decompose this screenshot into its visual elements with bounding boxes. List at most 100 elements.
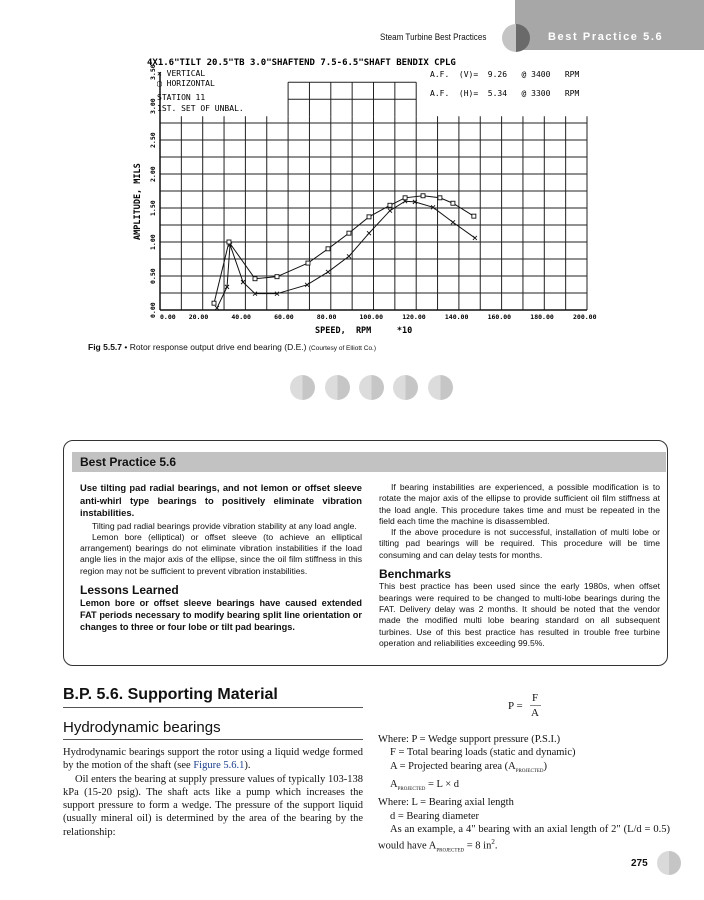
x-axis-label: SPEED, RPM *10 (315, 326, 412, 336)
data-point-horizontal (274, 274, 280, 280)
section-tab-bar (515, 0, 704, 50)
data-point-horizontal (366, 214, 372, 220)
definition-line: Where: L = Bearing axial length (378, 797, 514, 809)
x-tick-label: 160.00 (488, 313, 512, 321)
body-left: Hydrodynamic bearings support the rotor … (63, 746, 363, 839)
x-tick-label: 180.00 (530, 313, 554, 321)
y-axis-label: AMPLITUDE, MILS (133, 163, 143, 240)
x-tick-label: 0.00 (160, 313, 176, 321)
benchmarks-heading: Benchmarks (379, 567, 452, 582)
x-tick-label: 60.00 (274, 313, 294, 321)
section-tab-title: Best Practice 5.6 (548, 31, 664, 43)
best-practice-title: Best Practice 5.6 (80, 455, 177, 469)
benchmarks-text: This best practice has been used since t… (379, 581, 660, 648)
caption-label: Fig 5.5.7 (88, 342, 123, 352)
af-vertical: A.F. (V)= 9.26 @ 3400 RPM (430, 70, 579, 79)
x-tick-label: 20.00 (189, 313, 209, 321)
definition-line: F = Total bearing loads (static and dyna… (390, 747, 576, 759)
data-point-vertical (412, 199, 418, 205)
data-point-horizontal (226, 239, 232, 245)
box-paragraph: If the above procedure is not successful… (379, 527, 660, 560)
data-point-horizontal (402, 195, 408, 201)
circle-ornament (290, 375, 315, 400)
figure-link[interactable]: Figure 5.6.1 (193, 760, 245, 772)
series-line-vertical (216, 200, 476, 309)
data-point-vertical (366, 230, 372, 236)
data-point-horizontal (325, 246, 331, 252)
data-point-vertical (472, 235, 478, 241)
rotor-response-chart: 0.00 20.00 40.00 60.00 80.00 100.00 120.00 140.… (133, 58, 597, 336)
y-tick-label: 2.00 (149, 166, 157, 182)
data-point-vertical (224, 284, 230, 290)
caption-credit: (Courtesy of Elliott Co.) (308, 345, 377, 352)
data-point-horizontal (420, 193, 426, 199)
af-horizontal: A.F. (H)= 5.34 @ 3300 RPM (430, 89, 579, 98)
header-circle-ornament (502, 24, 530, 52)
data-point-vertical (450, 219, 456, 225)
lessons-text: Lemon bore or offset sleeve bearings hav… (80, 598, 362, 633)
data-point-vertical (304, 282, 310, 288)
chart-title: 4X1.6"TILT 20.5"TB 3.0"SHAFTEND 7.5-6.5"… (147, 58, 456, 68)
box-right-column: If bearing instabilities are experienced… (379, 482, 660, 649)
box-left-column: Use tilting pad radial bearings, and not… (80, 482, 362, 633)
heading-rule (63, 707, 363, 708)
body-paragraph: Hydrodynamic bearings support the rotor … (63, 747, 363, 772)
box-paragraph: Tilting pad radial bearings provide vibr… (92, 520, 357, 531)
caption-bullet: • (124, 342, 128, 352)
data-point-vertical (387, 208, 393, 214)
data-point-vertical (346, 253, 352, 259)
x-tick-label: 100.00 (360, 313, 384, 321)
y-tick-label: 2.50 (149, 132, 157, 148)
body-right: Where: P = Wedge support pressure (P.S.I… (378, 733, 670, 858)
page-number: 275 (631, 858, 648, 869)
x-tick-label: 80.00 (317, 313, 337, 321)
data-point-horizontal (211, 300, 217, 306)
data-point-vertical (252, 291, 258, 296)
box-lead: Use tilting pad radial bearings, and not… (80, 482, 362, 518)
x-tick-label: 200.00 (573, 313, 597, 321)
circle-ornament (428, 375, 453, 400)
y-tick-label: 1.00 (149, 234, 157, 250)
circle-ornament (359, 375, 384, 400)
y-tick-label: 0.00 (149, 302, 157, 318)
box-paragraph: If bearing instabilities are experienced… (379, 482, 660, 526)
data-point-horizontal (252, 276, 258, 282)
running-header: Steam Turbine Best Practices (380, 32, 487, 43)
lessons-heading: Lessons Learned (80, 582, 179, 597)
x-tick-label: 40.00 (231, 313, 251, 321)
subheading-rule (63, 739, 363, 740)
definition-line: A = Projected bearing area (APROJECTED) (390, 760, 548, 774)
data-point-horizontal (387, 202, 393, 208)
data-point-horizontal (346, 230, 352, 236)
definition-line: APROJECTED = L × d (390, 778, 459, 793)
data-point-horizontal (471, 213, 477, 219)
chart-series (211, 193, 478, 311)
data-point-vertical (325, 269, 331, 275)
section-heading: B.P. 5.6. Supporting Material (63, 686, 278, 703)
series-line-horizontal (213, 195, 475, 304)
y-tick-label: 1.50 (149, 200, 157, 216)
legend-horizontal: ▢ HORIZONTAL (157, 79, 215, 88)
station-label: STATION 11 (157, 93, 205, 102)
data-point-vertical (240, 279, 246, 285)
chart-ticks: 0.00 20.00 40.00 60.00 80.00 100.00 120.00 140.… (149, 64, 597, 321)
data-point-horizontal (450, 200, 456, 206)
circle-ornament (393, 375, 418, 400)
y-tick-label: 3.00 (149, 98, 157, 114)
best-practice-title-bar (72, 452, 666, 472)
data-point-horizontal (305, 260, 311, 266)
example-paragraph: As an example, a 4" bearing with an axia… (378, 823, 670, 854)
data-point-horizontal (437, 195, 443, 201)
x-tick-label: 120.00 (402, 313, 426, 321)
caption-text: Rotor response output drive end bearing … (129, 342, 307, 352)
y-tick-label: 0.50 (149, 268, 157, 284)
subsection-heading: Hydrodynamic bearings (63, 719, 221, 736)
x-tick-label: 140.00 (445, 313, 469, 321)
definition-line: Where: P = Wedge support pressure (P.S.I… (378, 734, 561, 745)
data-point-vertical (274, 291, 280, 296)
y-tick-label: 3.50 (149, 64, 157, 80)
figure-caption: Fig 5.5.7 • Rotor response output drive … (88, 342, 376, 352)
page-circle-ornament (657, 851, 681, 875)
chart-grid (159, 72, 588, 311)
